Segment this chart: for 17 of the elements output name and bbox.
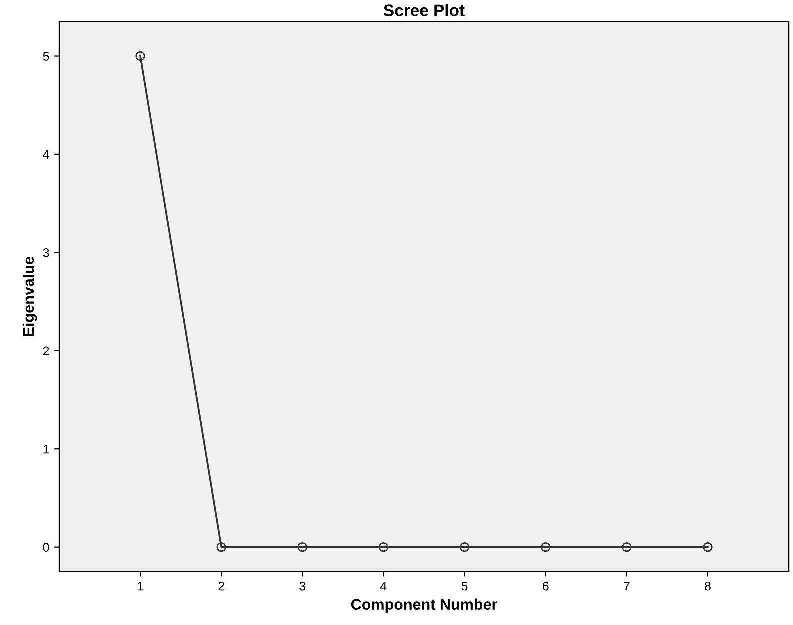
x-tick-label: 3 (300, 582, 306, 591)
x-tick-label: 7 (624, 582, 630, 591)
x-tick-label: 2 (218, 582, 224, 591)
y-tick-label: 4 (43, 150, 50, 159)
x-tick-label: 5 (462, 582, 468, 591)
y-tick-label: 3 (43, 248, 50, 258)
chart-title: Scree Plot (384, 4, 465, 16)
y-tick-label: 1 (44, 445, 50, 454)
x-tick-label: 8 (705, 582, 711, 591)
x-tick-label: 4 (380, 582, 387, 591)
y-tick-label: 2 (43, 346, 50, 356)
y-tick-label: 0 (43, 543, 50, 552)
y-tick-label: 5 (43, 52, 50, 61)
x-tick-label: 6 (543, 582, 549, 591)
y-axis-title: Eigenvalue (22, 257, 38, 336)
x-tick-label: 1 (138, 582, 144, 591)
x-axis-title: Component Number (351, 598, 498, 614)
